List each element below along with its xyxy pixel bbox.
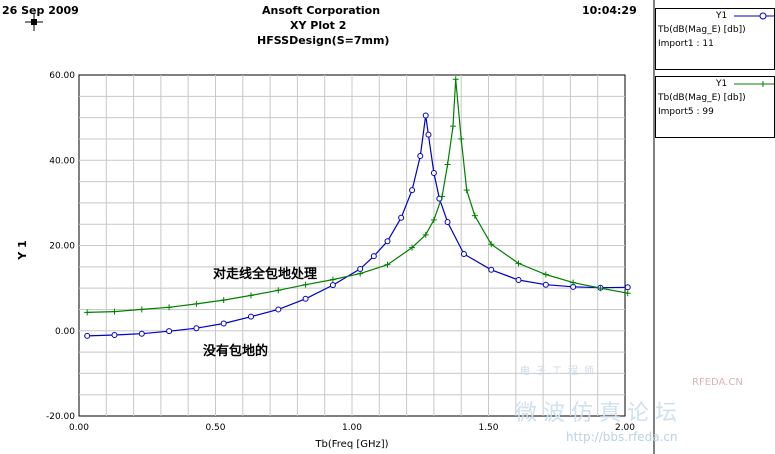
series-2-point [463, 187, 470, 194]
plot-date: 26 Sep 2009 [2, 4, 79, 17]
x-tick-label: 2.00 [615, 423, 635, 433]
series-2-point [247, 292, 254, 299]
x-axis-label: Tb(Freq [GHz]) [314, 439, 388, 450]
y-tick-label: 60.00 [49, 71, 75, 81]
series-2-point [329, 276, 336, 283]
legend-swatch-1 [734, 12, 774, 20]
series-1-point [220, 320, 227, 327]
watermark-brand: RFEDA.CN [692, 377, 743, 388]
legend-source-2: Import5 : 99 [658, 107, 714, 117]
annotation-grounded: 对走线全包地处理 [213, 266, 317, 282]
series-2-point [597, 285, 604, 292]
series-2-point [444, 161, 451, 168]
legend-swatch-2 [734, 81, 774, 87]
series-2-point [450, 123, 457, 130]
series-2-point [111, 308, 118, 315]
series-line-1 [87, 115, 628, 337]
series-1-point [460, 251, 467, 258]
legend-divider [653, 0, 655, 454]
series-1-point [425, 131, 432, 138]
series-2-point [422, 231, 429, 238]
series-2-point [409, 244, 416, 251]
series-1-point [275, 306, 282, 313]
series-1-point [384, 238, 391, 245]
series-1-point [430, 170, 437, 177]
series-layer [84, 76, 631, 339]
watermark-tag: 电子工程师 [520, 366, 600, 377]
y-tick-label: -20.00 [46, 412, 75, 422]
series-1-point [444, 219, 451, 226]
series-2-point [430, 216, 437, 223]
y-axis-label: Y 1 [16, 240, 29, 260]
series-1-point [84, 332, 91, 339]
series-1-point [247, 313, 254, 320]
series-2-point [570, 279, 577, 286]
legend-name-1: Y1 [716, 11, 728, 21]
legend-entry-1[interactable]: Y1 Tb(dB(Mag_E) [db]) Import1 : 11 [655, 8, 775, 70]
legend-source-1: Import1 : 11 [658, 39, 714, 49]
series-2-point [384, 261, 391, 268]
series-1-point [138, 330, 145, 337]
series-2-point [515, 260, 522, 267]
series-2-point [193, 300, 200, 307]
x-tick-label: 1.00 [342, 423, 362, 433]
series-1-point [370, 253, 377, 260]
series-2-point [302, 281, 309, 288]
series-1-point [624, 284, 631, 291]
grid-lines [79, 75, 625, 416]
series-2-point [439, 193, 446, 200]
annotation-ungrounded: 没有包地的 [203, 343, 268, 359]
legend-expr-2: Tb(dB(Mag_E) [db]) [658, 93, 746, 103]
series-1-point [302, 295, 309, 302]
series-2-point [275, 287, 282, 294]
tick-labels: 0.00 0.50 1.00 1.50 2.00-20.000.0020.0040.00… [46, 71, 635, 433]
y-tick-label: 40.00 [49, 156, 75, 166]
legend-expr-1: Tb(dB(Mag_E) [db]) [658, 25, 746, 35]
series-2-point [488, 241, 495, 248]
series-2-point [166, 304, 173, 311]
legend-name-2: Y1 [716, 79, 728, 89]
series-2-point [84, 309, 91, 316]
legend-entry-2[interactable]: Y1 Tb(dB(Mag_E) [db]) Import5 : 99 [655, 76, 775, 138]
x-tick-label: 0.50 [205, 423, 225, 433]
series-2-point [458, 135, 465, 142]
y-tick-label: 20.00 [49, 242, 75, 252]
watermark-title: 微波仿真论坛 [515, 401, 684, 426]
series-2-point [138, 306, 145, 313]
crosshair-icon [25, 13, 43, 31]
series-2-point [220, 297, 227, 304]
plot-time: 10:04:29 [582, 4, 637, 17]
series-2-point [624, 290, 631, 297]
series-2-point [542, 271, 549, 278]
series-1-point [417, 152, 424, 159]
series-1-point [329, 282, 336, 289]
x-tick-label: 1.50 [478, 423, 498, 433]
series-2-point [357, 270, 364, 277]
series-line-2 [87, 79, 628, 313]
series-1-point [542, 281, 549, 288]
x-tick-label: 0.00 [69, 423, 89, 433]
series-2-point [471, 212, 478, 219]
series-1-point [193, 325, 200, 332]
series-1-point [515, 277, 522, 284]
series-2-point [452, 76, 459, 83]
series-1-point [111, 332, 118, 339]
series-1-point [398, 214, 405, 221]
plot-design: HFSSDesign(S=7mm) [257, 34, 390, 47]
plot-name: XY Plot 2 [290, 19, 347, 32]
series-1-point [166, 328, 173, 335]
watermark-url: http://bbs.rfeda.cn [566, 430, 678, 444]
series-1-point [409, 187, 416, 194]
y-tick-label: 0.00 [55, 327, 75, 337]
series-1-point [488, 266, 495, 273]
series-1-point [422, 112, 429, 119]
plot-company: Ansoft Corporation [262, 4, 381, 17]
